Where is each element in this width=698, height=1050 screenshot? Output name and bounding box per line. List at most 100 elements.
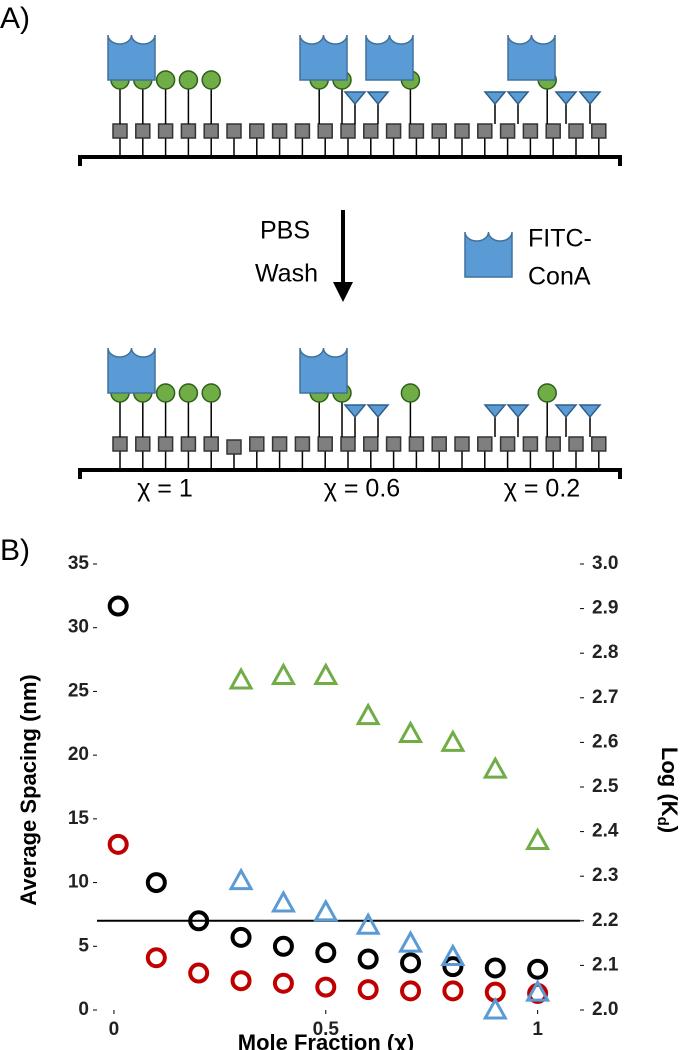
data-point — [188, 910, 210, 932]
galactose — [201, 383, 221, 403]
backbone-unit — [385, 123, 402, 139]
data-point — [442, 956, 464, 978]
backbone-unit — [499, 436, 516, 452]
y2-tick-label: 2.4 — [592, 821, 619, 842]
cona — [464, 231, 513, 278]
cona — [299, 347, 348, 394]
backbone-unit — [363, 123, 379, 139]
data-point — [145, 947, 167, 969]
data-point — [357, 948, 379, 970]
data-point — [442, 980, 464, 1002]
y-axis-label: Average Spacing (nm) — [16, 674, 41, 905]
backbone-unit — [454, 436, 470, 452]
data-point — [482, 756, 508, 779]
data-point — [270, 662, 296, 685]
backbone-unit — [454, 123, 470, 139]
backbone-unit — [135, 436, 151, 452]
backbone-unit — [226, 439, 242, 455]
backbone-unit — [522, 123, 539, 139]
backbone-unit — [249, 123, 265, 139]
data-point — [230, 970, 252, 992]
chi-label: χ = 0.2 — [504, 475, 580, 503]
x-tick-label: 0 — [109, 1019, 120, 1040]
panel-label: A) — [0, 2, 30, 35]
data-point — [107, 595, 129, 617]
y2-tick-label: 2.1 — [592, 954, 619, 975]
backbone-unit — [157, 436, 174, 452]
y-tick-label: 10 — [68, 872, 89, 893]
y2-axis-label: Log (Kd) — [654, 747, 682, 833]
panel-label: B) — [0, 534, 30, 567]
data-point — [230, 926, 252, 948]
arrow-head — [333, 282, 353, 302]
y-tick-label: 25 — [68, 680, 90, 701]
mannose — [343, 91, 367, 106]
y-tick-label: 30 — [68, 617, 89, 638]
galactose — [155, 383, 176, 403]
cona — [107, 34, 156, 81]
legend-label: ConA — [528, 263, 591, 291]
mannose — [506, 91, 530, 106]
backbone-unit — [431, 436, 447, 452]
backbone-unit — [340, 123, 356, 139]
cona — [107, 347, 156, 394]
data-point — [272, 972, 294, 994]
backbone-unit — [340, 436, 356, 452]
backbone-unit — [408, 436, 425, 452]
backbone-unit — [180, 436, 197, 452]
mannose — [366, 404, 390, 419]
data-point — [315, 942, 337, 964]
substrate — [78, 468, 622, 479]
galactose — [178, 70, 199, 90]
y2-label-part: d — [654, 817, 671, 826]
data-point — [357, 979, 379, 1001]
data-point — [525, 979, 551, 1002]
data-point — [525, 827, 551, 851]
backbone-unit — [112, 123, 128, 139]
backbone-unit — [363, 436, 379, 452]
y2-tick-label: 2.7 — [592, 687, 618, 708]
y-tick-label: 35 — [68, 553, 90, 574]
galactose — [537, 383, 557, 403]
data-point — [313, 662, 339, 685]
backbone-unit — [591, 436, 607, 452]
y2-tick-label: 3.0 — [592, 553, 618, 574]
data-point — [188, 962, 210, 984]
x-axis-label: Mole Fraction (χ) — [238, 1030, 414, 1050]
mannose — [506, 404, 530, 419]
y2-tick-label: 2.8 — [592, 642, 618, 663]
substrate — [78, 155, 622, 166]
backbone-unit — [203, 123, 219, 139]
x-tick-label: 0.5 — [313, 1019, 340, 1040]
backbone-unit — [477, 123, 493, 139]
data-point — [397, 720, 424, 743]
y2-tick-label: 2.6 — [592, 731, 618, 752]
backbone-unit — [135, 123, 151, 139]
backbone-unit — [294, 123, 311, 139]
y2-tick-label: 2.3 — [592, 865, 618, 886]
mannose — [483, 91, 507, 106]
y2-label-part: ) — [657, 826, 682, 833]
y-tick-label: 5 — [78, 935, 89, 956]
backbone-unit — [294, 436, 311, 452]
backbone-unit — [112, 436, 128, 452]
mannose — [578, 91, 602, 106]
backbone-unit — [522, 436, 539, 452]
data-point — [228, 666, 254, 690]
backbone-unit — [568, 436, 584, 452]
wash-label: Wash — [255, 260, 318, 288]
galactose — [155, 70, 176, 90]
data-point — [527, 958, 549, 980]
data-point — [440, 729, 466, 752]
y2-tick-label: 2.5 — [592, 776, 619, 797]
backbone-unit — [317, 123, 333, 139]
data-point — [397, 930, 424, 953]
backbone-unit — [568, 123, 584, 139]
backbone-unit — [499, 123, 516, 139]
data-point — [107, 833, 129, 855]
backbone-unit — [545, 436, 561, 452]
backbone-unit — [226, 123, 242, 139]
backbone-unit — [157, 123, 174, 139]
data-point — [484, 957, 506, 979]
